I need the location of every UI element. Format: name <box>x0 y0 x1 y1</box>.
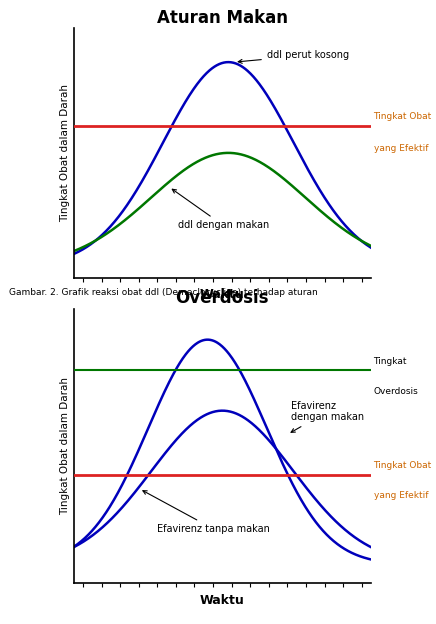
Text: yang Efektif: yang Efektif <box>374 491 428 500</box>
Title: Aturan Makan: Aturan Makan <box>157 9 288 27</box>
Y-axis label: Tingkat Obat dalam Darah: Tingkat Obat dalam Darah <box>60 377 70 515</box>
Text: Efavirenz tanpa makan: Efavirenz tanpa makan <box>143 490 270 534</box>
Text: Overdosis: Overdosis <box>374 387 418 396</box>
Text: yang Efektif: yang Efektif <box>374 144 428 153</box>
Text: Tingkat Obat: Tingkat Obat <box>374 112 432 121</box>
Text: Efavirenz
dengan makan: Efavirenz dengan makan <box>290 401 364 432</box>
X-axis label: Waktu: Waktu <box>200 288 245 301</box>
Text: Tingkat: Tingkat <box>374 357 407 366</box>
Text: Tingkat Obat: Tingkat Obat <box>374 461 432 470</box>
Text: Gambar. 2. Grafik reaksi obat ddl (Demeclocycline) terhadap aturan: Gambar. 2. Grafik reaksi obat ddl (Demec… <box>9 288 317 296</box>
Text: ddl dengan makan: ddl dengan makan <box>172 189 269 230</box>
Title: Overdosis: Overdosis <box>176 290 269 308</box>
Y-axis label: Tingkat Obat dalam Darah: Tingkat Obat dalam Darah <box>60 84 70 222</box>
X-axis label: Waktu: Waktu <box>200 594 245 607</box>
Text: ddl perut kosong: ddl perut kosong <box>238 51 349 63</box>
